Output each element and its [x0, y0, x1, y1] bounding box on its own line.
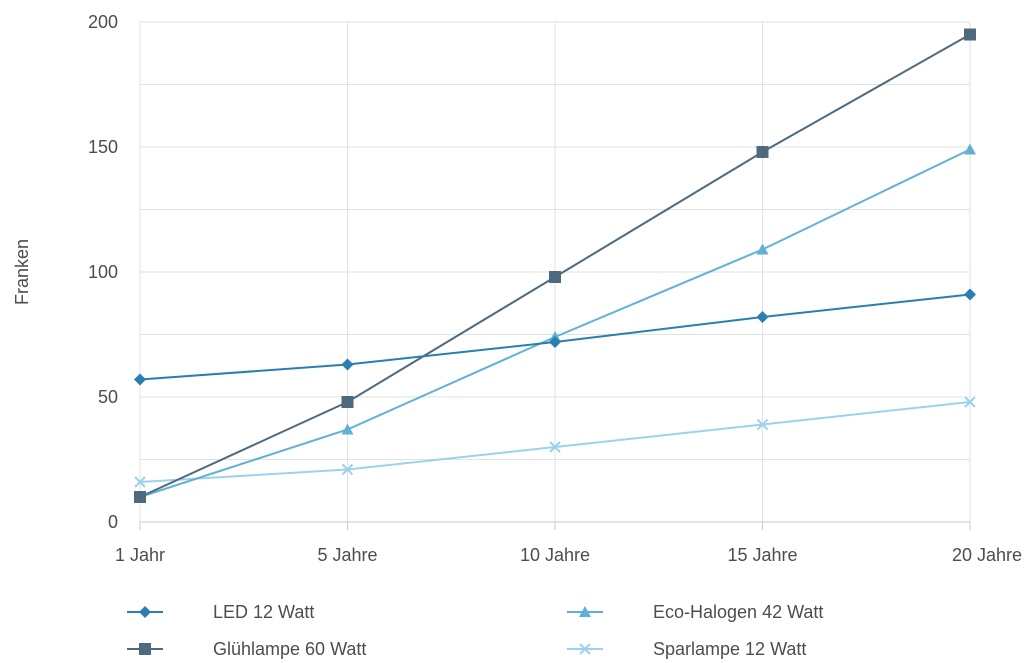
- y-axis-title: Franken: [12, 239, 32, 305]
- legend-item-gluhlampe-60-watt: Glühlampe 60 Watt: [127, 639, 366, 659]
- data-point: [964, 288, 976, 301]
- data-point: [549, 271, 561, 283]
- x-tick-label: 1 Jahr: [115, 545, 165, 565]
- data-point: [756, 418, 769, 431]
- data-point: [964, 28, 976, 41]
- data-point: [756, 311, 769, 323]
- x-tick-label: 5 Jahre: [317, 545, 377, 565]
- y-tick-label: 150: [88, 137, 118, 157]
- legend-marker: [579, 643, 591, 655]
- data-point: [341, 358, 354, 371]
- legend-item-led-12-watt: LED 12 Watt: [127, 602, 314, 622]
- x-tick-label: 20 Jahre: [952, 545, 1022, 565]
- data-point: [964, 143, 976, 155]
- legend-marker: [139, 643, 151, 655]
- series-led-12-watt: [134, 288, 976, 386]
- data-point: [134, 373, 146, 386]
- data-point: [549, 441, 561, 453]
- legend-label: Sparlampe 12 Watt: [653, 639, 806, 659]
- y-tick-label: 100: [88, 262, 118, 282]
- data-point: [549, 336, 561, 348]
- y-axis-tick-labels: 0 50 100 150 200: [88, 12, 118, 532]
- series-layer: [134, 28, 976, 503]
- data-point: [134, 476, 146, 488]
- legend-label: Eco-Halogen 42 Watt: [653, 602, 823, 622]
- legend-item-eco-halogen-42-watt: Eco-Halogen 42 Watt: [567, 602, 823, 622]
- data-point: [341, 396, 354, 408]
- data-point: [756, 146, 769, 158]
- legend-marker: [139, 606, 151, 618]
- x-tick-label: 10 Jahre: [520, 545, 590, 565]
- x-tick-label: 15 Jahre: [727, 545, 797, 565]
- x-axis: 1 Jahr 5 Jahre 10 Jahre 15 Jahre 20 Jahre: [115, 521, 1022, 565]
- data-point: [756, 243, 769, 255]
- series-sparlampe-12-watt: [134, 396, 976, 488]
- data-point: [341, 463, 354, 476]
- legend-marker: [579, 606, 591, 617]
- data-point: [341, 423, 354, 435]
- legend-item-sparlampe-12-watt: Sparlampe 12 Watt: [567, 639, 806, 659]
- legend-label: Glühlampe 60 Watt: [213, 639, 366, 659]
- legend: LED 12 Watt Eco-Halogen 42 Watt Glühlampe …: [127, 602, 823, 659]
- y-tick-label: 0: [108, 512, 118, 532]
- legend-label: LED 12 Watt: [213, 602, 314, 622]
- data-point: [134, 491, 146, 503]
- y-tick-label: 50: [98, 387, 118, 407]
- y-tick-label: 200: [88, 12, 118, 32]
- series-gluhlampe-60-watt: [134, 28, 976, 503]
- data-point: [964, 396, 976, 408]
